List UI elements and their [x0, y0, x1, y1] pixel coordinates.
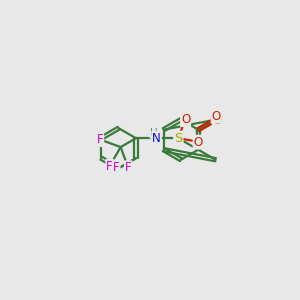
Text: N: N [152, 132, 161, 145]
Text: O: O [213, 114, 222, 127]
Text: O: O [181, 113, 190, 126]
Text: F: F [125, 161, 131, 174]
Text: F: F [97, 133, 103, 146]
Text: S: S [174, 132, 183, 145]
Text: O: O [194, 136, 203, 148]
Text: O: O [212, 110, 221, 123]
Text: H: H [150, 128, 158, 138]
Text: F: F [106, 160, 113, 173]
Text: F: F [113, 160, 120, 174]
